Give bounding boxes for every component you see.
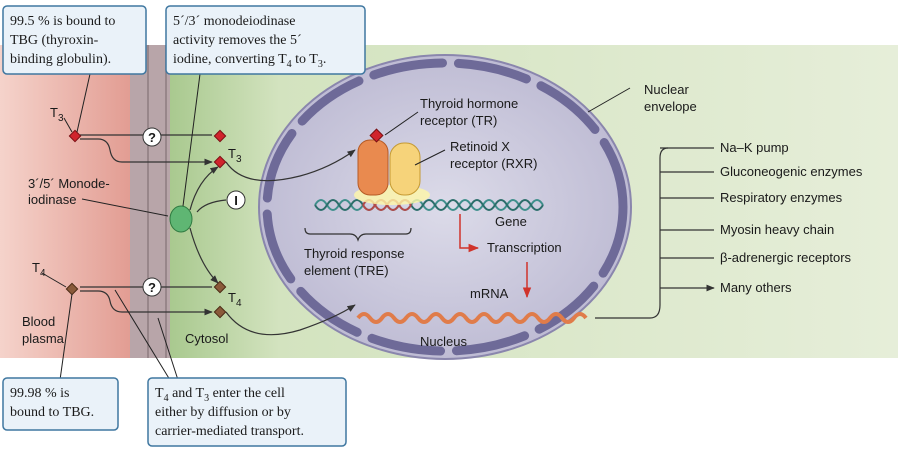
label: 3´/5´ Monode- <box>28 176 110 191</box>
label: Retinoid X <box>450 139 510 154</box>
label: Transcription <box>487 240 562 255</box>
callout-text: iodine, converting T4 to T3. <box>173 52 326 70</box>
arrows <box>80 87 714 336</box>
label: envelope <box>644 99 697 114</box>
text-part: T <box>228 146 236 161</box>
subscript: 4 <box>164 393 169 404</box>
text-part: T <box>32 260 40 275</box>
target-item: Gluconeogenic enzymes <box>720 164 863 179</box>
subscript: 4 <box>40 268 46 279</box>
text-part: to T <box>292 52 319 67</box>
hormone-label: T3 <box>228 146 242 165</box>
target-item: Respiratory enzymes <box>720 190 843 205</box>
subscript: 3 <box>236 154 242 165</box>
receptors <box>354 128 430 205</box>
text-part: and T <box>169 386 205 401</box>
molecules <box>65 127 246 319</box>
inhibitor-symbol: I <box>234 193 238 208</box>
callout-box <box>2 5 147 75</box>
target-item: Myosin heavy chain <box>720 222 834 237</box>
subscript: 3 <box>204 393 209 404</box>
hormone-label: T3 <box>50 105 64 124</box>
label: mRNA <box>470 286 509 301</box>
callout-text: 99.98 % is <box>10 386 70 401</box>
callout-box <box>147 377 347 447</box>
callout-text: 99.5 % is bound to <box>10 14 115 29</box>
subscript: 3 <box>318 59 323 70</box>
label: Nucleus <box>420 334 467 349</box>
label: Cytosol <box>185 331 228 346</box>
tre-bracket <box>304 227 412 242</box>
callout-box <box>2 377 119 431</box>
hormone-label: T4 <box>32 260 46 279</box>
label: element (TRE) <box>304 263 389 278</box>
target-item: Many others <box>720 280 792 295</box>
label: plasma <box>22 331 65 346</box>
text-part: iodine, converting T <box>173 52 287 67</box>
label: Gene <box>495 214 527 229</box>
subscript: 4 <box>287 59 292 70</box>
label: Thyroid response <box>304 246 404 261</box>
target-item: Na–K pump <box>720 140 789 155</box>
text-part: . <box>323 52 327 67</box>
text-part: enter the cell <box>209 386 285 401</box>
label: receptor (TR) <box>420 113 497 128</box>
text-part: T <box>155 386 164 401</box>
callout-text: binding globulin). <box>10 52 111 67</box>
pointer-lines <box>41 73 201 381</box>
question-mark: ? <box>148 280 156 295</box>
question-mark: ? <box>148 130 156 145</box>
callout-text: 5´/3´ monodeiodinase <box>173 14 295 29</box>
callout-box <box>165 5 366 75</box>
callout-text: T4 and T3 enter the cell <box>155 386 285 404</box>
subscript: 3 <box>58 113 64 124</box>
callout-text: carrier-mediated transport. <box>155 424 304 439</box>
target-item: β-adrenergic receptors <box>720 250 852 265</box>
label: Blood <box>22 314 55 329</box>
label: Nuclear <box>644 82 689 97</box>
callout-text: either by diffusion or by <box>155 405 291 420</box>
text-part: T <box>228 290 236 305</box>
callout-text: activity removes the 5´ <box>173 33 302 48</box>
label: receptor (RXR) <box>450 156 537 171</box>
hormone-label: T4 <box>228 290 242 309</box>
label: iodinase <box>28 192 76 207</box>
mrna-strand <box>356 312 588 324</box>
callout-text: bound to TBG. <box>10 405 94 420</box>
text-part: T <box>50 105 58 120</box>
label: Thyroid hormone <box>420 96 518 111</box>
callout-text: TBG (thyroxin- <box>10 33 99 48</box>
subscript: 4 <box>236 298 242 309</box>
